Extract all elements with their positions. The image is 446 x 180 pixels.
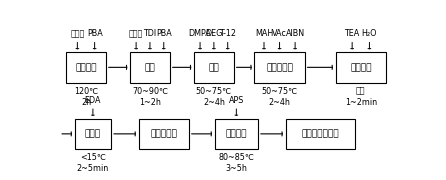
Text: 70~90℃
1~2h: 70~90℃ 1~2h — [132, 87, 168, 107]
Text: 120℃
2h: 120℃ 2h — [74, 87, 98, 107]
Text: 中和乳化: 中和乳化 — [350, 63, 372, 72]
Text: 后扩链: 后扩链 — [85, 129, 101, 138]
Text: 预聚: 预聚 — [145, 63, 155, 72]
Text: APS: APS — [229, 96, 244, 105]
Text: 改性聚氨酯乳液: 改性聚氨酯乳液 — [301, 129, 339, 138]
Bar — [255, 52, 305, 83]
Text: 50~75℃
2~4h: 50~75℃ 2~4h — [196, 87, 232, 107]
Text: 蓖麻油: 蓖麻油 — [70, 29, 84, 38]
Text: 50~75℃
2~4h: 50~75℃ 2~4h — [261, 87, 297, 107]
Bar — [75, 119, 111, 149]
Text: TDI: TDI — [143, 29, 157, 38]
Text: MAH: MAH — [255, 29, 273, 38]
Text: PBA: PBA — [87, 29, 103, 38]
Text: T-12: T-12 — [219, 29, 236, 38]
Bar — [215, 119, 258, 149]
Text: H₂O: H₂O — [362, 29, 377, 38]
Text: 预聚体降粘: 预聚体降粘 — [266, 63, 293, 72]
Text: 蓖麻油: 蓖麻油 — [129, 29, 143, 38]
Bar — [139, 119, 189, 149]
Text: EDA: EDA — [85, 96, 101, 105]
Bar — [66, 52, 106, 83]
Text: 80~85℃
3~5h: 80~85℃ 3~5h — [219, 153, 254, 173]
Text: 乳液聚合: 乳液聚合 — [226, 129, 247, 138]
Text: DEG: DEG — [205, 29, 223, 38]
Bar — [336, 52, 386, 83]
Text: DMPA: DMPA — [189, 29, 211, 38]
Bar — [285, 119, 355, 149]
Text: TEA: TEA — [344, 29, 360, 38]
Bar — [130, 52, 170, 83]
Text: AlBN: AlBN — [285, 29, 305, 38]
Text: 聚氨酯乳液: 聚氨酯乳液 — [150, 129, 177, 138]
Text: <15℃
2~5min: <15℃ 2~5min — [77, 153, 109, 173]
Bar — [194, 52, 234, 83]
Text: 扩链: 扩链 — [209, 63, 219, 72]
Text: PBA: PBA — [156, 29, 172, 38]
Text: 室温
1~2min: 室温 1~2min — [345, 87, 377, 107]
Text: 减压脱水: 减压脱水 — [75, 63, 97, 72]
Text: VAc: VAc — [272, 29, 287, 38]
